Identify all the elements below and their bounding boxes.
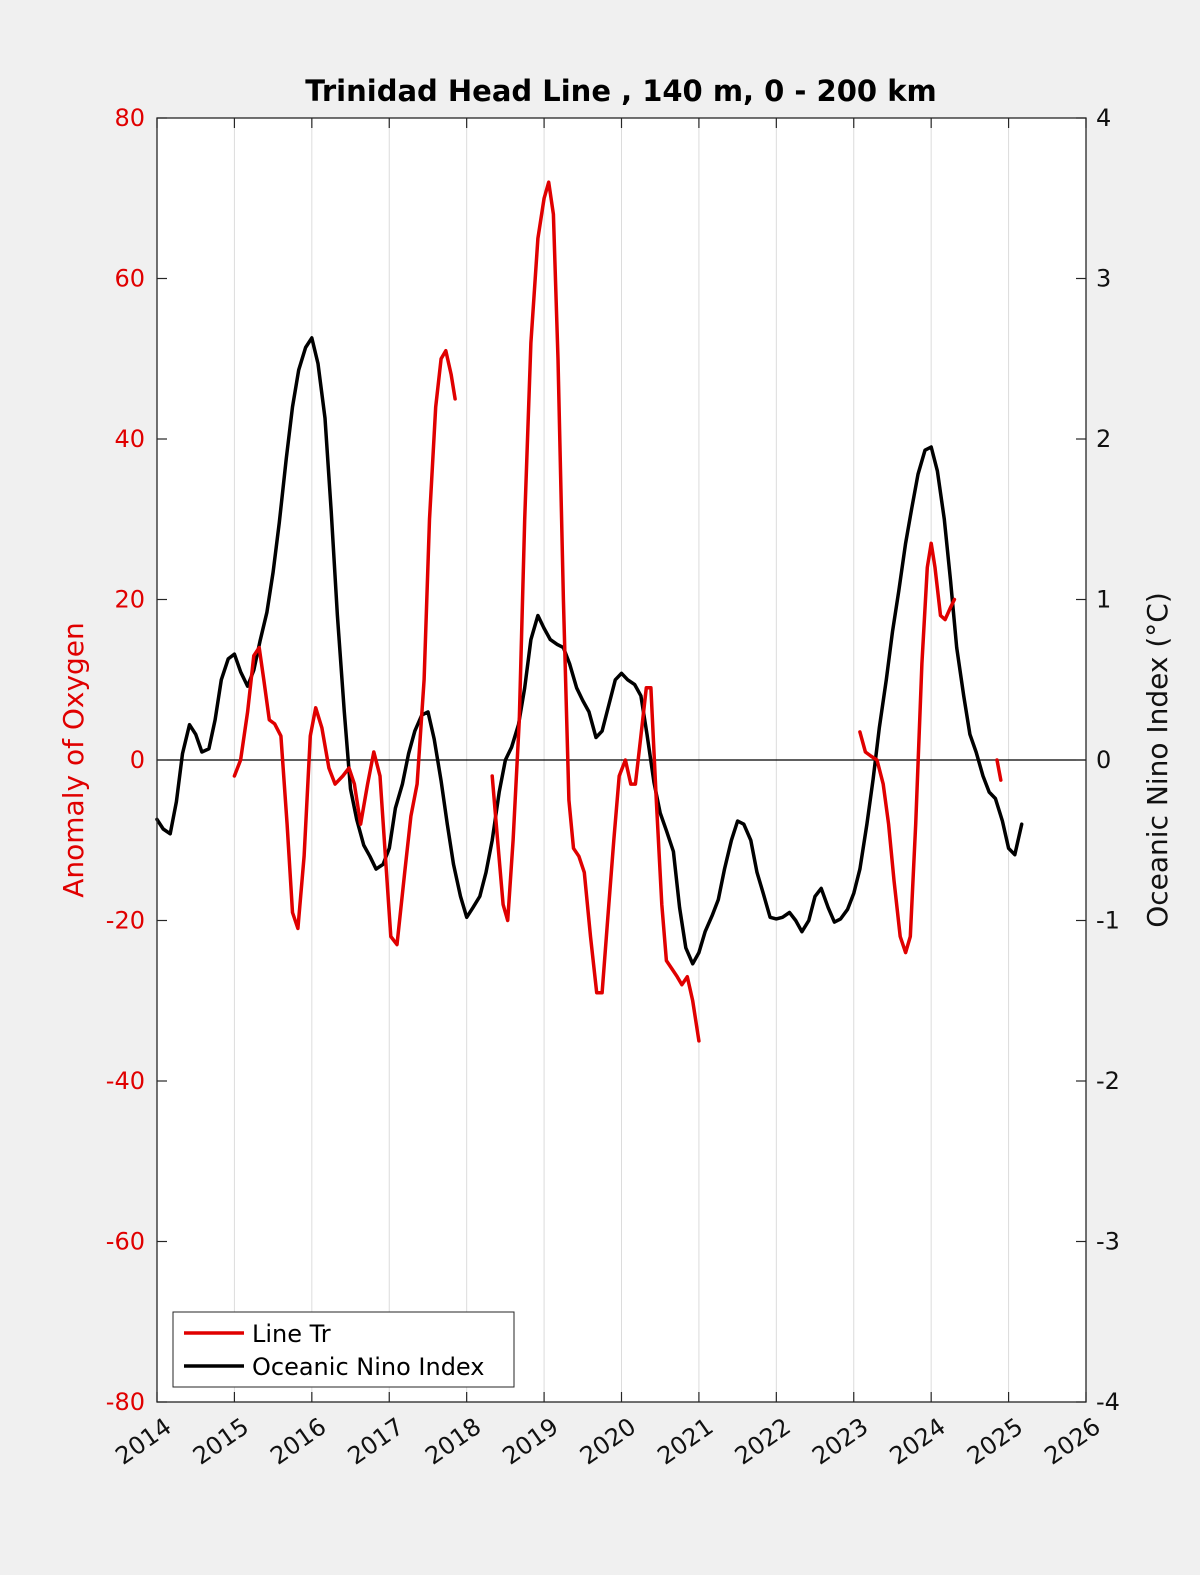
right-tick-label: 3 — [1096, 265, 1111, 293]
left-tick-label: 20 — [114, 586, 145, 614]
left-tick-label: 40 — [114, 425, 145, 453]
x-tick-label: 2015 — [188, 1412, 254, 1470]
series-lines — [155, 180, 1024, 1043]
right-tick-label: 1 — [1096, 586, 1111, 614]
left-tick-label: -40 — [106, 1067, 145, 1095]
legend: Line Tr Oceanic Nino Index — [172, 1311, 515, 1388]
right-tick-labels: 4 3 2 1 0 -1 -2 -3 -4 — [1096, 104, 1120, 1416]
right-axis-label: Oceanic Nino Index (°C) — [1141, 592, 1174, 928]
left-tick-label: 60 — [114, 265, 145, 293]
right-tick-label: -2 — [1096, 1067, 1120, 1095]
x-tick-label: 2018 — [420, 1412, 486, 1470]
x-tick-label: 2023 — [807, 1412, 873, 1470]
legend-box — [172, 1311, 515, 1388]
x-tick-label: 2022 — [730, 1412, 796, 1470]
line-tr-series-line — [858, 541, 957, 955]
left-tick-labels: 80 60 40 20 0 -20 -40 -60 -80 — [106, 104, 145, 1416]
x-tick-label: 2014 — [110, 1412, 176, 1470]
left-tick-label: 80 — [114, 104, 145, 132]
x-tick-labels: 2014 2015 2016 2017 2018 2019 2020 2021 2022 2023… — [110, 1412, 1105, 1470]
right-tick-label: 0 — [1096, 746, 1111, 774]
x-tick-label: 2019 — [498, 1412, 564, 1470]
right-tick-label: -4 — [1096, 1388, 1120, 1416]
left-tick-label: -20 — [106, 907, 145, 935]
right-tick-label: -1 — [1096, 907, 1120, 935]
legend-label-line-tr: Line Tr — [252, 1320, 331, 1348]
left-tick-label: 0 — [130, 746, 145, 774]
axis-ticks — [156, 117, 1087, 1403]
chart-title: Trinidad Head Line , 140 m, 0 - 200 km — [305, 74, 936, 108]
legend-label-oni: Oceanic Nino Index — [252, 1353, 484, 1381]
x-tick-label: 2016 — [265, 1412, 331, 1470]
oni-series-line — [155, 336, 1024, 966]
line-tr-series-line — [232, 348, 457, 947]
line-tr-series-line — [995, 758, 1003, 782]
line-tr-series-line — [490, 180, 701, 1043]
x-tick-label: 2024 — [885, 1412, 951, 1470]
left-tick-label: -80 — [106, 1388, 145, 1416]
x-tick-label: 2026 — [1039, 1412, 1105, 1470]
left-tick-label: -60 — [106, 1228, 145, 1256]
right-tick-label: -3 — [1096, 1228, 1120, 1256]
x-tick-label: 2020 — [575, 1412, 641, 1470]
right-tick-label: 2 — [1096, 425, 1111, 453]
x-tick-label: 2017 — [343, 1412, 409, 1470]
x-tick-label: 2025 — [962, 1412, 1028, 1470]
right-tick-label: 4 — [1096, 104, 1111, 132]
x-tick-label: 2021 — [652, 1412, 718, 1470]
left-axis-label: Anomaly of Oxygen — [57, 622, 90, 898]
